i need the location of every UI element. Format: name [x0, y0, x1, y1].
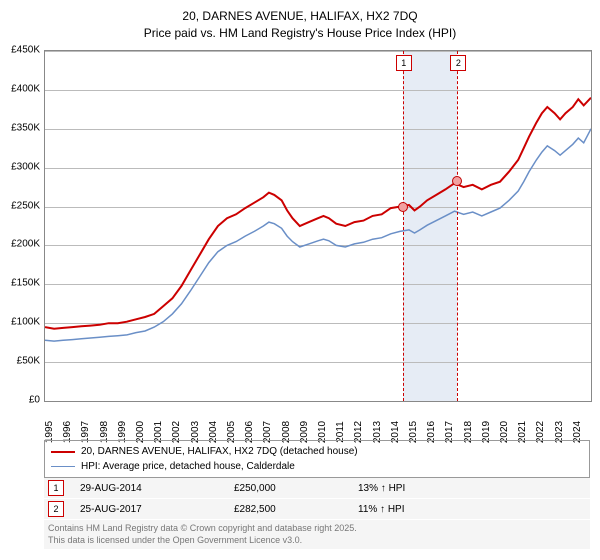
sale-date: 25-AUG-2017 [80, 504, 230, 515]
sale-badge: 1 [48, 480, 64, 496]
marker-badge: 2 [450, 55, 466, 71]
sale-price: £250,000 [234, 483, 354, 494]
footer: Contains HM Land Registry data © Crown c… [44, 520, 590, 549]
sales-table: 1 29-AUG-2014 £250,000 13% ↑ HPI 2 25-AUG-201… [44, 478, 590, 520]
series-price_paid [45, 98, 591, 329]
y-tick-label: £350K [11, 122, 40, 133]
title-address: 20, DARNES AVENUE, HALIFAX, HX2 7DQ [0, 8, 600, 25]
legend-swatch [51, 466, 75, 468]
y-tick-label: £450K [11, 45, 40, 56]
y-tick-label: £200K [11, 239, 40, 250]
sale-row: 2 25-AUG-2017 £282,500 11% ↑ HPI [44, 499, 590, 519]
y-axis: £0£50K£100K£150K£200K£250K£300K£350K£400… [0, 50, 42, 400]
legend: 20, DARNES AVENUE, HALIFAX, HX2 7DQ (det… [44, 440, 590, 478]
legend-label: 20, DARNES AVENUE, HALIFAX, HX2 7DQ (det… [81, 444, 358, 459]
title-block: 20, DARNES AVENUE, HALIFAX, HX2 7DQ Pric… [0, 0, 600, 42]
legend-item: HPI: Average price, detached house, Cald… [51, 459, 583, 474]
legend-swatch [51, 451, 75, 453]
footer-line2: This data is licensed under the Open Gov… [48, 535, 586, 547]
y-tick-label: £400K [11, 83, 40, 94]
sale-point-marker [398, 202, 408, 212]
sale-hpi-delta: 13% ↑ HPI [358, 483, 405, 494]
plot-area: 12 [44, 50, 592, 402]
marker-badge: 1 [396, 55, 412, 71]
x-axis: 1995199619971998199920002001200220032004… [44, 402, 590, 437]
sale-price: £282,500 [234, 504, 354, 515]
legend-item: 20, DARNES AVENUE, HALIFAX, HX2 7DQ (det… [51, 444, 583, 459]
sale-badge: 2 [48, 501, 64, 517]
y-tick-label: £300K [11, 161, 40, 172]
y-tick-label: £0 [29, 395, 40, 406]
sale-point-marker [452, 176, 462, 186]
sale-row: 1 29-AUG-2014 £250,000 13% ↑ HPI [44, 478, 590, 498]
footer-line1: Contains HM Land Registry data © Crown c… [48, 523, 586, 535]
chart-container: 20, DARNES AVENUE, HALIFAX, HX2 7DQ Pric… [0, 0, 600, 560]
series-hpi [45, 129, 591, 341]
y-tick-label: £250K [11, 200, 40, 211]
marker-line [403, 51, 404, 401]
legend-label: HPI: Average price, detached house, Cald… [81, 459, 295, 474]
y-tick-label: £50K [17, 356, 40, 367]
y-tick-label: £150K [11, 278, 40, 289]
sale-hpi-delta: 11% ↑ HPI [358, 504, 405, 515]
y-tick-label: £100K [11, 317, 40, 328]
title-subtitle: Price paid vs. HM Land Registry's House … [0, 25, 600, 42]
sale-date: 29-AUG-2014 [80, 483, 230, 494]
chart-svg [45, 51, 591, 401]
marker-line [457, 51, 458, 401]
